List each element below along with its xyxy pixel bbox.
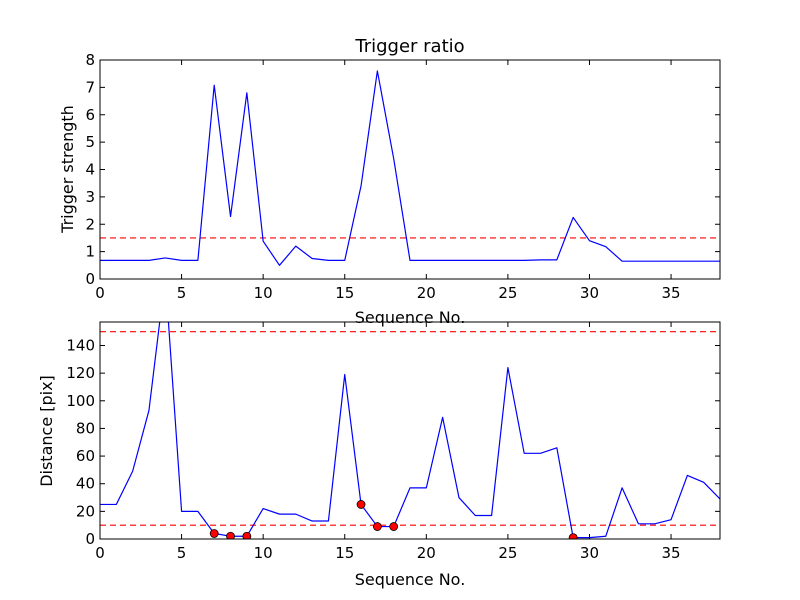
y-tick-label: 40	[76, 475, 95, 493]
y-tick-label: 20	[76, 502, 95, 520]
y-tick-label: 7	[85, 78, 95, 96]
data-point	[226, 531, 235, 539]
y-tick-label: 80	[76, 419, 95, 437]
x-tick-label: 10	[254, 544, 273, 562]
data-point	[356, 500, 366, 509]
data-point	[372, 522, 382, 531]
data-point	[389, 522, 399, 531]
y-tick-label: 60	[76, 447, 95, 465]
y-tick-label: 120	[66, 364, 95, 382]
y-tick-label: 5	[85, 133, 95, 151]
chart-title: Trigger ratio	[354, 36, 464, 57]
x-tick-label: 0	[95, 284, 105, 302]
y-axis-label: Distance [pix]	[37, 375, 56, 487]
plot-area	[100, 70, 720, 266]
x-tick-label: 15	[335, 284, 354, 302]
x-tick-label: 25	[498, 284, 517, 302]
y-tick-label: 1	[85, 243, 95, 261]
series-line	[100, 70, 720, 266]
y-tick-label: 4	[85, 161, 95, 179]
x-tick-label: 5	[177, 544, 187, 562]
x-tick-label: 35	[662, 544, 681, 562]
y-tick-label: 100	[66, 392, 95, 410]
x-tick-label: 5	[177, 284, 187, 302]
plot-area	[100, 322, 720, 539]
x-tick-label: 20	[417, 284, 436, 302]
y-tick-label: 2	[85, 215, 95, 233]
x-axis-label: Sequence No.	[355, 308, 466, 327]
distance-chart: Sequence No. Distance [pix] 0 5 10 15 20 25 30…	[37, 321, 721, 589]
axes-frame	[99, 321, 721, 540]
y-tick-label: 8	[85, 51, 95, 69]
y-axis-label: Trigger strength	[58, 105, 77, 234]
x-tick-label: 15	[335, 544, 354, 562]
x-tick-label: 20	[417, 544, 436, 562]
x-tick-label: 10	[254, 284, 273, 302]
y-tick-label: 6	[85, 106, 95, 124]
x-tick-label: 30	[580, 284, 599, 302]
data-point	[209, 529, 219, 538]
series-line	[100, 322, 720, 539]
data-point	[568, 533, 578, 539]
trigger-ratio-chart: Trigger ratio Trigger strength 0 5 10 15 20 2…	[58, 36, 721, 302]
x-axis-label: Sequence No.	[355, 570, 466, 589]
x-tick-label: 30	[580, 544, 599, 562]
x-tick-label: 25	[498, 544, 517, 562]
y-tick-label: 140	[66, 336, 95, 354]
x-tick-label: 0	[95, 544, 105, 562]
y-tick-label: 0	[85, 530, 95, 548]
y-tick-label: 3	[85, 188, 95, 206]
data-point	[242, 531, 252, 539]
x-tick-label: 35	[662, 284, 681, 302]
y-tick-label: 0	[85, 270, 95, 288]
